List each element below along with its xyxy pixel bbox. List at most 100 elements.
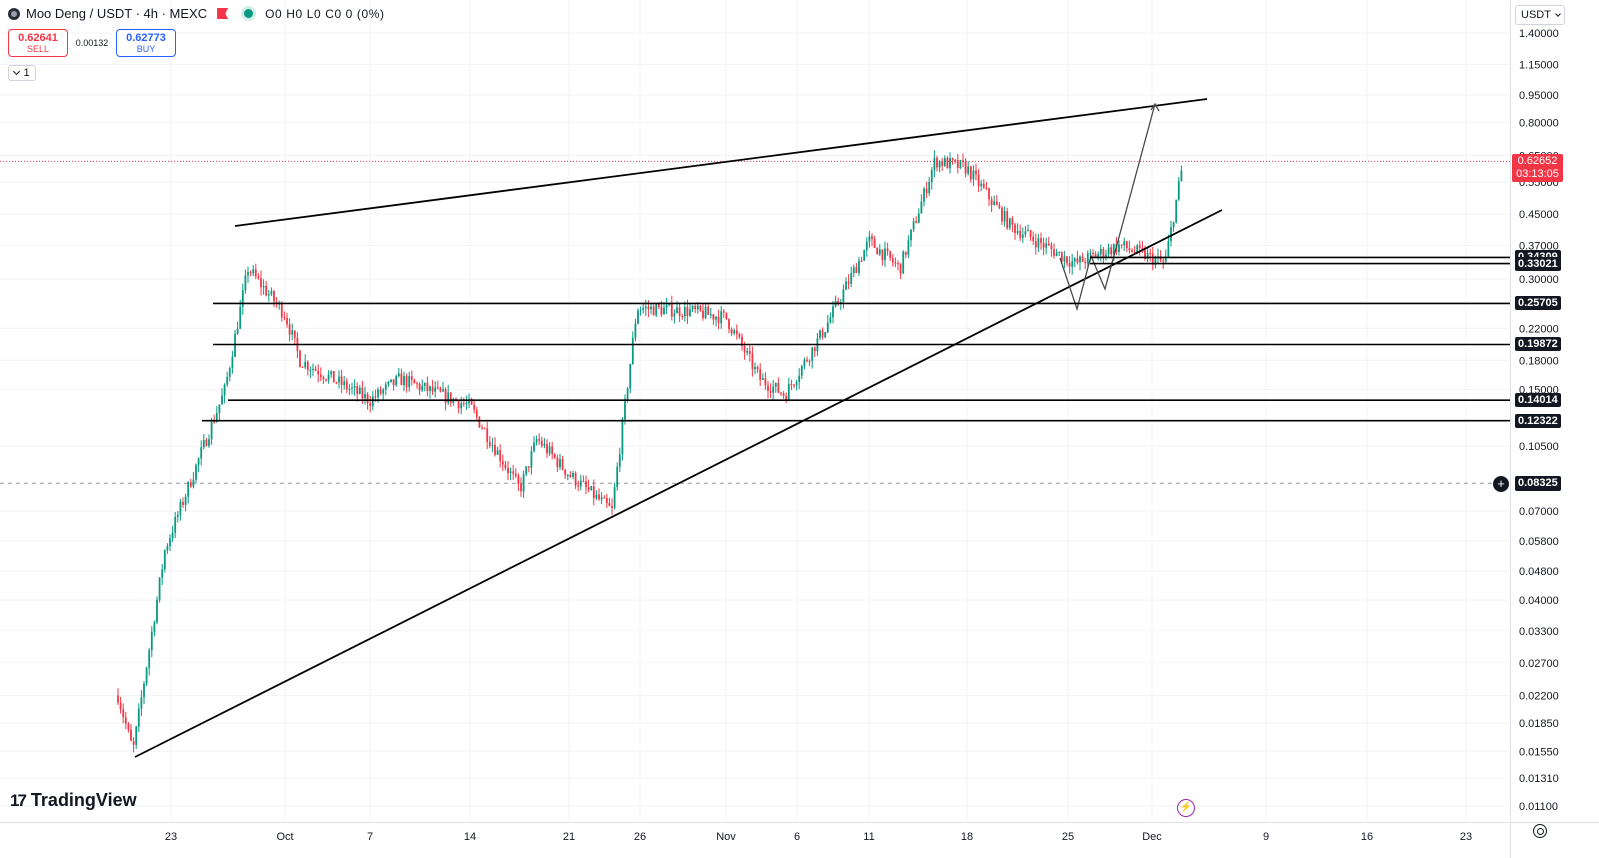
lightning-icon[interactable]: ⚡ bbox=[1177, 799, 1195, 817]
gear-icon[interactable] bbox=[1533, 824, 1547, 838]
candle-body bbox=[1123, 241, 1126, 246]
candle-body bbox=[273, 291, 275, 302]
candle-body bbox=[197, 458, 200, 465]
market-status-icon[interactable] bbox=[244, 9, 254, 18]
candle-body bbox=[709, 314, 712, 316]
candle-body bbox=[702, 310, 704, 319]
price-tick-label: 0.01850 bbox=[1519, 718, 1559, 730]
time-tick-label: Dec bbox=[1142, 831, 1162, 843]
candle-body bbox=[400, 373, 403, 386]
candle-body bbox=[592, 486, 595, 499]
candle-body bbox=[644, 306, 647, 309]
candle-body bbox=[434, 387, 437, 392]
candle-body bbox=[546, 444, 548, 454]
candle-body bbox=[761, 378, 764, 381]
last-price: 0.62652 bbox=[1517, 155, 1558, 167]
ohlc-values: O0 H0 L0 C0 0 (0%) bbox=[265, 6, 385, 21]
candle-body bbox=[1102, 248, 1105, 258]
sell-button[interactable]: 0.62641 SELL bbox=[8, 29, 68, 57]
candle-body bbox=[902, 251, 905, 274]
currency-select[interactable]: USDT bbox=[1515, 5, 1565, 25]
time-tick-label: 11 bbox=[863, 831, 875, 843]
price-axis[interactable]: 1.400001.150000.950000.800000.650000.550… bbox=[1510, 0, 1599, 822]
candle-body bbox=[413, 379, 416, 384]
indicator-collapse-button[interactable]: 1 bbox=[8, 65, 36, 81]
candle-body bbox=[501, 461, 504, 465]
chart-plot-area[interactable] bbox=[0, 0, 1510, 822]
candle-body bbox=[642, 308, 645, 310]
buy-price: 0.62773 bbox=[126, 32, 166, 44]
countdown: 03:13:05 bbox=[1516, 168, 1559, 180]
candle-body bbox=[208, 439, 210, 446]
candle-body bbox=[473, 404, 476, 410]
candle-body bbox=[1034, 240, 1037, 248]
candle-body bbox=[254, 269, 257, 277]
buy-button[interactable]: 0.62773 BUY bbox=[116, 29, 176, 57]
candle-body bbox=[566, 474, 569, 476]
candle-body bbox=[878, 249, 881, 255]
price-tick-label: 0.01310 bbox=[1519, 773, 1559, 785]
candle-body bbox=[855, 267, 858, 274]
candle-body bbox=[195, 464, 197, 480]
candle-body bbox=[200, 447, 203, 459]
candle-body bbox=[574, 472, 577, 486]
flag-icon[interactable] bbox=[217, 8, 229, 19]
time-tick-label: 6 bbox=[793, 831, 801, 843]
candle-body bbox=[569, 474, 572, 477]
candle-body bbox=[678, 307, 681, 317]
candle-body bbox=[358, 387, 361, 394]
candle-body bbox=[1177, 181, 1180, 200]
sell-price: 0.62641 bbox=[18, 32, 58, 44]
candle-body bbox=[730, 329, 733, 334]
candle-body bbox=[304, 361, 307, 368]
candle-body bbox=[975, 170, 977, 175]
price-tick-label: 0.80000 bbox=[1519, 117, 1559, 129]
candle-body bbox=[1164, 256, 1167, 262]
candle-body bbox=[540, 440, 543, 446]
candle-body bbox=[447, 392, 450, 403]
candle-body bbox=[1014, 224, 1016, 234]
time-axis[interactable]: 23 Oct 7 14 21 26 Nov 6 11 18 25 Dec 9 16 23 bbox=[0, 822, 1510, 858]
candle-body bbox=[205, 440, 208, 446]
price-tick-label: 0.03300 bbox=[1519, 626, 1559, 638]
candle-body bbox=[351, 387, 353, 389]
candle-body bbox=[374, 396, 377, 398]
symbol-title[interactable]: Moo Deng / USDT · 4h · MEXC bbox=[26, 6, 208, 21]
candle-body bbox=[600, 497, 603, 500]
candles bbox=[117, 150, 1183, 753]
candle-body bbox=[873, 238, 876, 248]
candle-body bbox=[1008, 218, 1011, 229]
candle-body bbox=[117, 695, 119, 703]
candle-body bbox=[309, 369, 312, 371]
candle-body bbox=[1159, 256, 1162, 261]
candle-body bbox=[611, 505, 613, 508]
candle-body bbox=[803, 359, 806, 366]
drawings[interactable] bbox=[134, 98, 1510, 758]
candle-body bbox=[787, 384, 790, 400]
candle-body bbox=[182, 501, 184, 505]
candle-body bbox=[707, 306, 710, 315]
candle-body bbox=[964, 162, 967, 174]
candle-body bbox=[247, 272, 249, 276]
tradingview-logo[interactable]: 17 TradingView bbox=[10, 790, 137, 811]
candle-body bbox=[1084, 261, 1087, 264]
time-tick-label: 7 bbox=[366, 831, 374, 843]
candle-body bbox=[782, 393, 785, 396]
candle-body bbox=[618, 454, 621, 467]
candle-body bbox=[1053, 249, 1055, 257]
candle-body bbox=[338, 376, 340, 383]
candle-body bbox=[1011, 218, 1014, 225]
candle-body bbox=[769, 390, 772, 393]
candle-body bbox=[772, 386, 775, 393]
time-tick-label: 14 bbox=[463, 831, 477, 843]
candle-body bbox=[231, 356, 234, 369]
candle-body bbox=[886, 248, 889, 252]
candle-body bbox=[639, 309, 642, 311]
candle-body bbox=[325, 379, 327, 381]
candle-body bbox=[348, 388, 351, 390]
candle-body bbox=[431, 386, 434, 392]
candle-body bbox=[353, 386, 356, 388]
add-alert-plus-icon[interactable]: + bbox=[1493, 476, 1509, 492]
candle-body bbox=[202, 440, 205, 448]
